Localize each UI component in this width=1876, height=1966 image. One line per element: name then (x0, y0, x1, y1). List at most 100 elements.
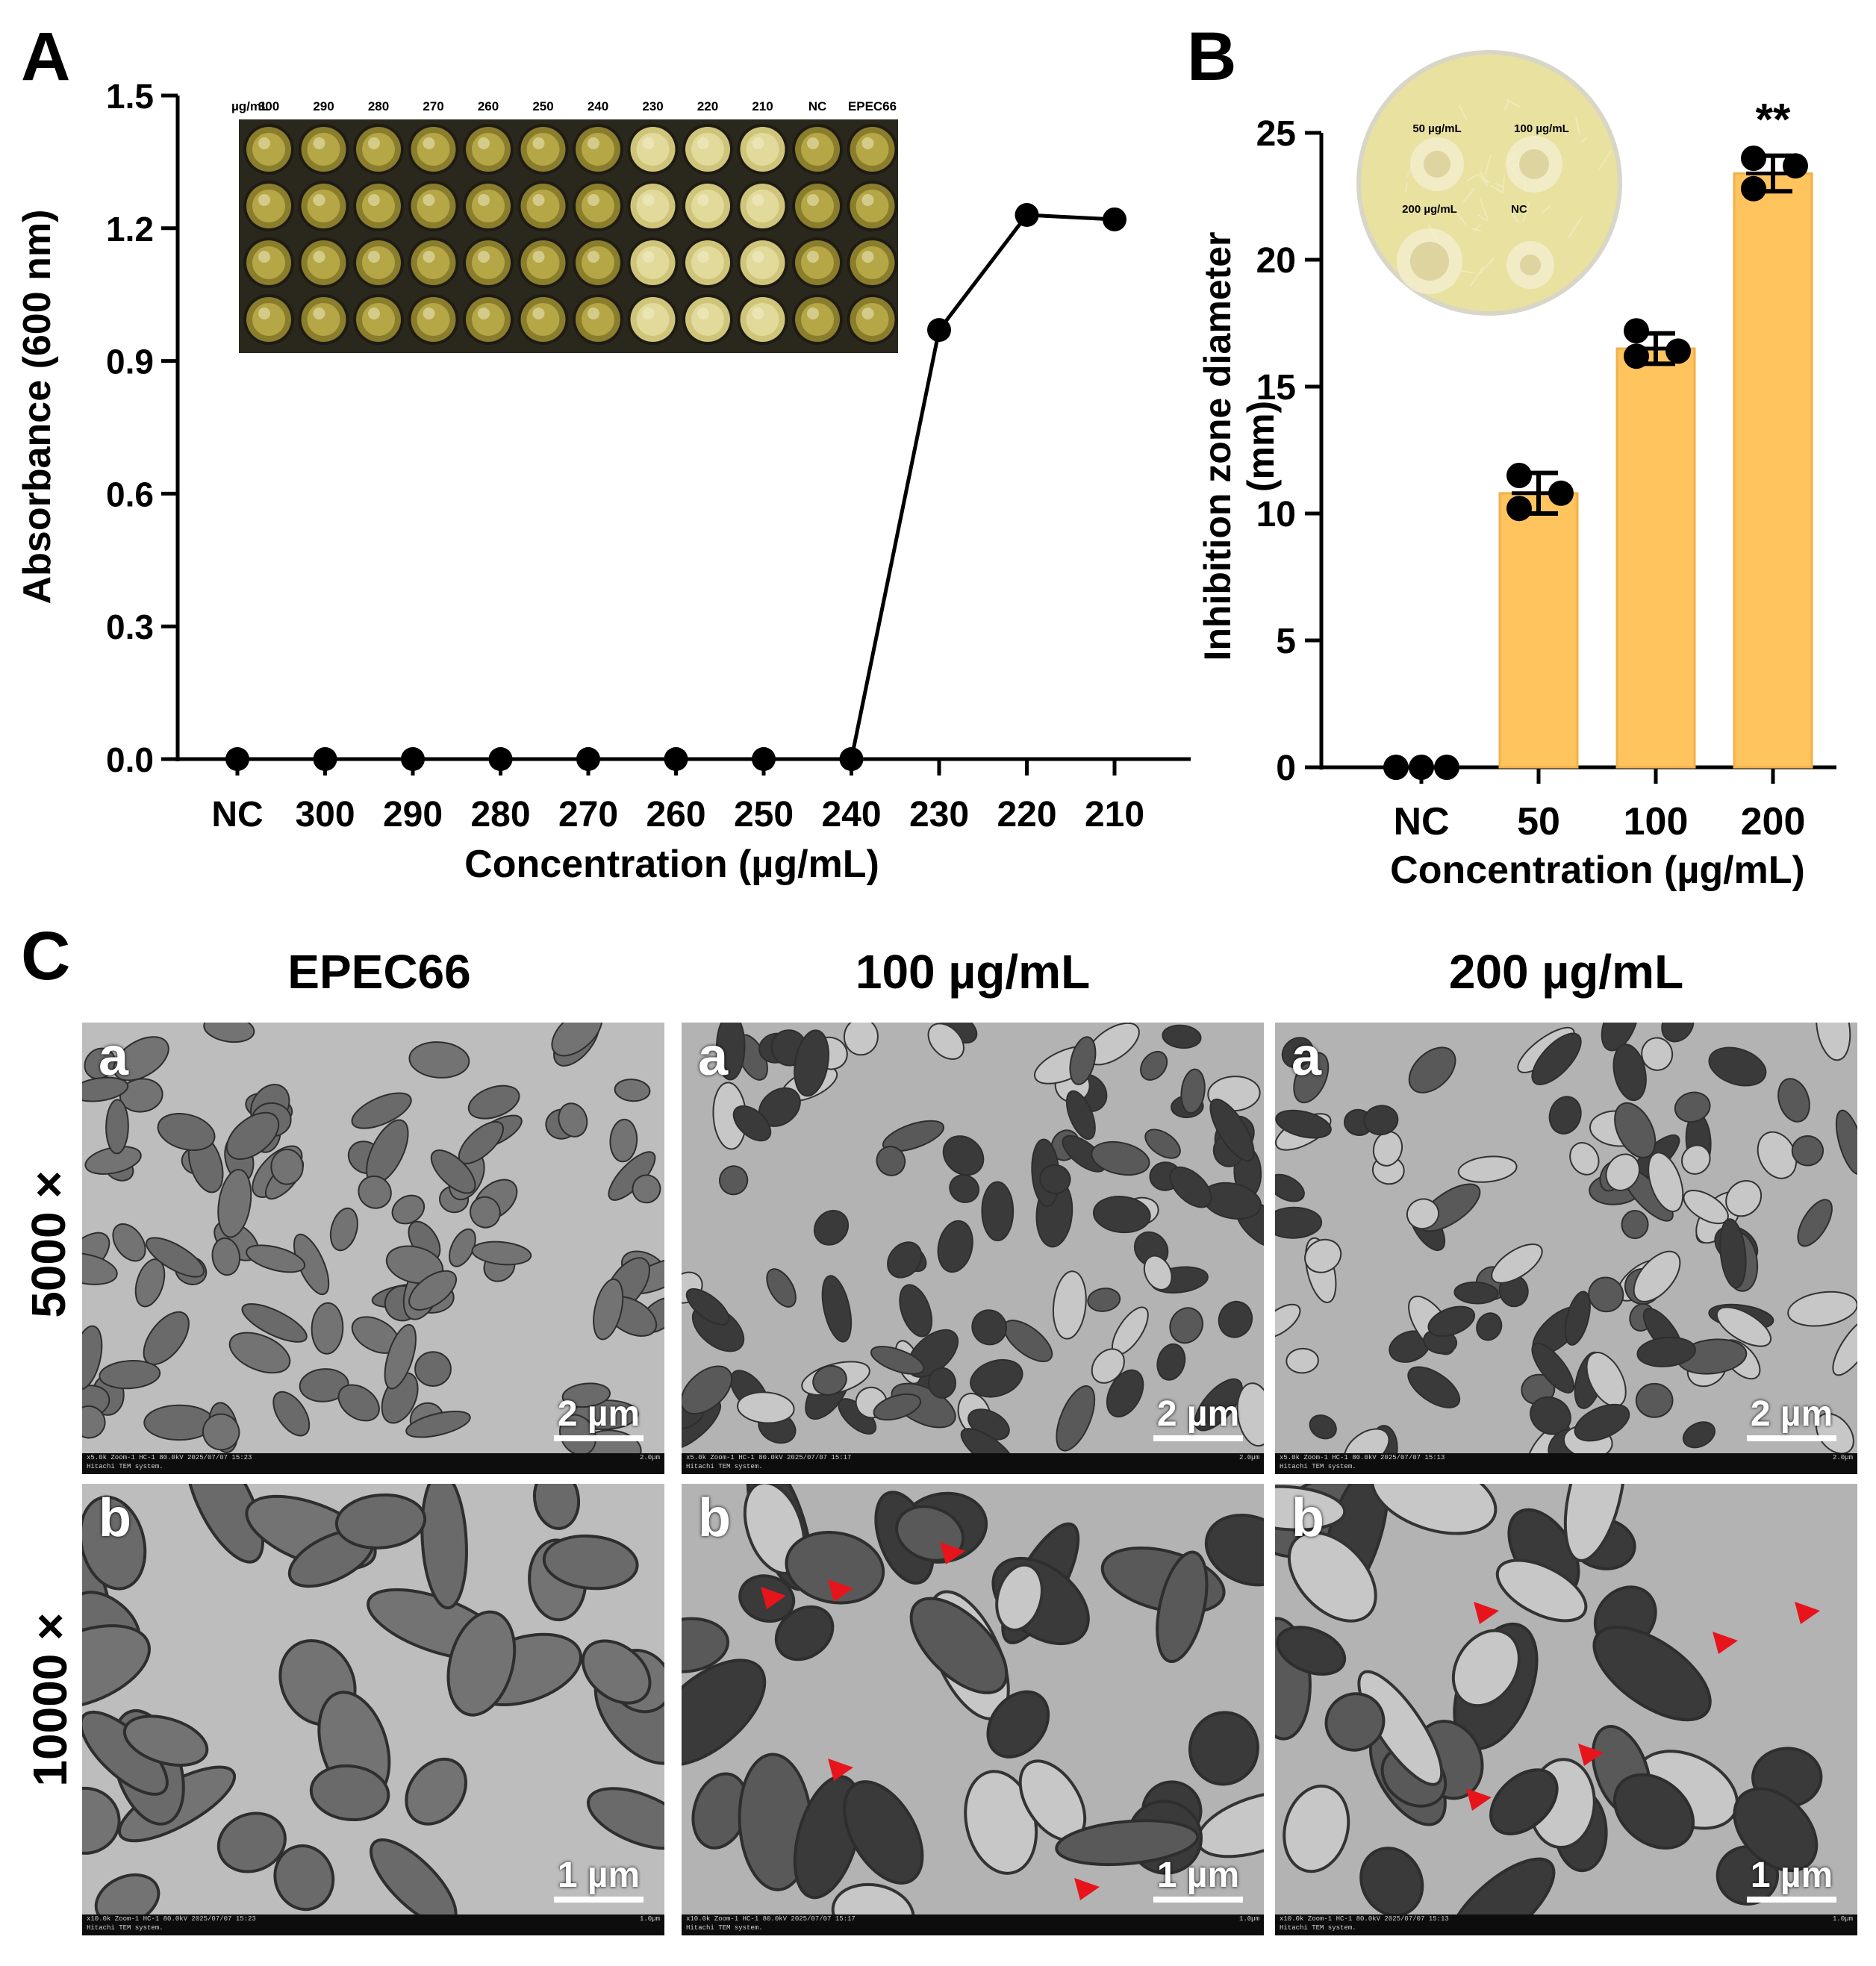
scale-bar-line (1153, 1435, 1243, 1441)
x-tick-label: 260 (646, 795, 705, 834)
bacterium (614, 1079, 651, 1102)
bacterium (82, 1325, 103, 1391)
plate-label-50: 50 µg/mL (1412, 122, 1461, 135)
scale-bar-label: 2 µm (557, 1394, 641, 1434)
scale-bar: 2 µm (1153, 1397, 1243, 1441)
bacterium (1275, 1303, 1301, 1339)
tem-info-strip: x10.0k Zoom-1 HC-1 80.0kV 2025/07/07 15:… (82, 1914, 664, 1935)
bacterium (405, 1757, 468, 1826)
y-tick-label: 20 (1256, 241, 1296, 281)
bacterium (1621, 1210, 1649, 1240)
bacterium (1156, 1343, 1186, 1381)
streak (1465, 172, 1480, 182)
bacterium (470, 1196, 501, 1229)
well-glare (588, 137, 599, 149)
bar (1733, 172, 1813, 769)
streak (1484, 154, 1492, 175)
bacterium (446, 1610, 517, 1717)
well-glare (588, 308, 599, 319)
bacterium (870, 1346, 925, 1375)
plate-column-label: EPEC66 (848, 99, 897, 113)
plate-column-label: NC (808, 99, 827, 113)
bacterium (1363, 1105, 1399, 1136)
well-glare (532, 308, 545, 319)
bacterium (876, 1146, 906, 1176)
well-glare (478, 251, 490, 263)
y-tick-label: 0.9 (106, 343, 154, 381)
x-tick-label: 50 (1517, 800, 1560, 843)
plate-column-label: 270 (423, 99, 443, 113)
y-tick-label: 0.0 (106, 740, 154, 779)
bacterium (217, 1169, 252, 1238)
bacterium (1816, 1023, 1851, 1061)
bacterium (1407, 1366, 1461, 1408)
bacterium (157, 1113, 216, 1151)
data-point (313, 747, 337, 771)
tem-info-line: x5.0k Zoom-1 HC-1 80.0kV 2025/07/07 15:1… (686, 1454, 852, 1461)
well-inner (856, 190, 889, 222)
bacterium (329, 1207, 358, 1252)
streak (1568, 216, 1583, 239)
bacterium (1406, 1198, 1440, 1230)
bacterium (1636, 1336, 1696, 1367)
x-tick-label: 280 (470, 795, 530, 834)
paper-disc (1520, 255, 1541, 275)
data-point (1383, 755, 1409, 780)
well-inner (362, 246, 395, 279)
well-inner (691, 246, 724, 279)
bacterium (1612, 1043, 1647, 1102)
bacterium (272, 1391, 311, 1437)
bacterium (1194, 1378, 1243, 1432)
y-tick-label: 0.6 (106, 475, 154, 514)
x-tick-label: 230 (909, 795, 969, 834)
well-glare (697, 251, 709, 263)
bacterium (1143, 1255, 1173, 1291)
tem-image-10000x-epec66: b 1 µm x10.0k Zoom-1 HC-1 80.0kV 2025/07/0… (82, 1484, 664, 1935)
streak (1580, 136, 1588, 144)
bacterium (1275, 1173, 1305, 1202)
streak (1479, 258, 1495, 275)
bacterium (970, 1358, 1023, 1398)
bacterium (942, 1135, 985, 1176)
well-inner (417, 133, 450, 166)
tem-column-header-100: 100 µg/mL (855, 945, 1091, 999)
bacterium (1832, 1317, 1857, 1376)
bacterium (1069, 1036, 1097, 1085)
plate-column-label: 280 (368, 99, 389, 113)
tem-sublabel: a (99, 1027, 129, 1087)
streak (1469, 266, 1484, 287)
x-tick-label: 200 (1741, 800, 1806, 843)
streak (1540, 205, 1551, 214)
plate-column-label: 250 (532, 99, 553, 113)
y-tick-label: 10 (1256, 495, 1296, 534)
bacterium (1144, 1129, 1181, 1159)
bacterium (1180, 1068, 1206, 1114)
y-tick-label: 0 (1276, 749, 1296, 788)
red-arrowhead (1474, 1602, 1499, 1624)
bacterium (632, 1174, 661, 1204)
tem-image-5000x-100: a 2 µm x5.0k Zoom-1 HC-1 80.0kV 2025/07/07… (682, 1023, 1264, 1474)
bacterium (1281, 1037, 1314, 1069)
streak (1574, 117, 1581, 136)
well-glare (423, 251, 435, 263)
well-inner (856, 246, 889, 279)
streak (1503, 101, 1510, 111)
plate-column-label: 240 (588, 99, 608, 113)
streak (1462, 187, 1476, 204)
bacterium (1304, 1238, 1342, 1273)
well-glare (642, 194, 655, 206)
bacterium (84, 1047, 116, 1080)
x-tick-label: 220 (997, 795, 1056, 834)
tem-image-10000x-200: b 1 µm x10.0k Zoom-1 HC-1 80.0kV 2025/07/0… (1275, 1484, 1857, 1935)
tem-sublabel: a (698, 1027, 729, 1087)
bacterium (882, 1120, 945, 1152)
red-arrowhead (828, 1579, 853, 1602)
bacterium (82, 1405, 106, 1439)
tem-micrograph (682, 1484, 1264, 1914)
bacterium (1087, 1288, 1121, 1312)
well-glare (697, 194, 709, 206)
bacterium (226, 1111, 280, 1160)
bacterium (1791, 1135, 1824, 1167)
scale-bar-label: 1 µm (1750, 1856, 1833, 1895)
well-inner (801, 133, 834, 166)
